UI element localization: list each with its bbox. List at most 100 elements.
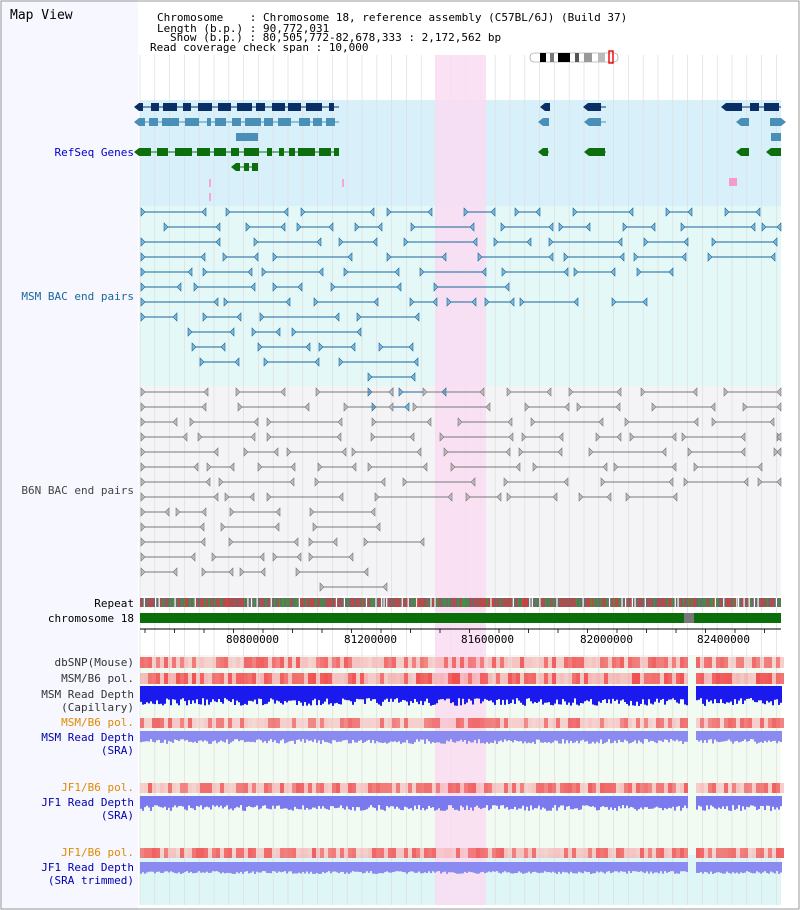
bac-end-pair[interactable] xyxy=(223,297,291,307)
ideogram-position-marker[interactable] xyxy=(608,50,614,64)
bac-end-pair[interactable] xyxy=(742,402,782,412)
bac-end-pair[interactable] xyxy=(206,462,235,472)
bac-end-pair[interactable] xyxy=(681,432,746,442)
bac-end-pair[interactable] xyxy=(140,462,199,472)
gene-feature[interactable] xyxy=(736,118,749,126)
bac-end-pair[interactable] xyxy=(272,282,303,292)
gene-feature[interactable] xyxy=(584,118,606,126)
gene-feature[interactable] xyxy=(538,148,549,156)
bac-end-pair[interactable] xyxy=(257,462,296,472)
bac-end-pair[interactable] xyxy=(224,492,255,502)
bac-end-pair[interactable] xyxy=(189,417,259,427)
bac-end-pair[interactable] xyxy=(568,387,622,397)
bac-end-pair[interactable] xyxy=(624,417,699,427)
jf1-read-depth-trim-label[interactable]: JF1 Read Depth (SRA trimmed) xyxy=(41,861,134,887)
bac-end-pair[interactable] xyxy=(402,477,476,487)
chromosome-label[interactable]: chromosome 18 xyxy=(48,612,134,625)
bac-end-pair[interactable] xyxy=(266,492,344,502)
bac-end-pair[interactable] xyxy=(446,297,477,307)
refseq-genes-track[interactable] xyxy=(134,103,786,201)
bac-end-pair[interactable] xyxy=(300,207,375,217)
bac-end-pair[interactable] xyxy=(439,432,514,442)
bac-end-pair[interactable] xyxy=(484,297,515,307)
bac-end-pair[interactable] xyxy=(253,237,322,247)
jf1-b6-pol-label-2[interactable]: JF1/B6 pol. xyxy=(61,846,134,859)
bac-end-pair[interactable] xyxy=(463,207,496,217)
bac-end-pair[interactable] xyxy=(386,207,433,217)
heat-tracks[interactable] xyxy=(140,657,784,858)
b6n-bac-label[interactable]: B6N BAC end pairs xyxy=(21,484,134,497)
bac-end-pair[interactable] xyxy=(371,417,432,427)
bac-end-pair[interactable] xyxy=(175,507,207,517)
msm-b6-pol-label-1[interactable]: MSM/B6 pol. xyxy=(61,672,134,685)
bac-end-pair[interactable] xyxy=(259,312,340,322)
bac-end-pair[interactable] xyxy=(450,462,521,472)
bac-end-pair[interactable] xyxy=(351,447,422,457)
bac-end-pair[interactable] xyxy=(343,267,400,277)
bac-end-pair[interactable] xyxy=(309,507,376,517)
bac-end-pair[interactable] xyxy=(243,447,279,457)
bac-end-pair[interactable] xyxy=(757,477,782,487)
bac-end-pair[interactable] xyxy=(503,477,569,487)
bac-end-pair[interactable] xyxy=(199,357,240,367)
bac-end-pair[interactable] xyxy=(291,327,362,337)
bac-end-pair[interactable] xyxy=(532,462,608,472)
gene-feature[interactable] xyxy=(736,148,749,156)
gene-feature[interactable] xyxy=(766,148,781,156)
bac-end-pair[interactable] xyxy=(140,267,193,277)
bac-end-pair[interactable] xyxy=(572,207,634,217)
bac-end-pair[interactable] xyxy=(558,222,591,232)
bac-end-pair[interactable] xyxy=(197,432,256,442)
bac-end-pair[interactable] xyxy=(613,462,677,472)
msm-read-depth-cap-label[interactable]: MSM Read Depth (Capillary) xyxy=(41,688,134,714)
bac-end-pair[interactable] xyxy=(588,447,667,457)
bac-end-pair[interactable] xyxy=(187,327,235,337)
bac-end-pair[interactable] xyxy=(403,237,478,247)
bac-end-pair[interactable] xyxy=(356,312,420,322)
bac-end-pair[interactable] xyxy=(211,552,265,562)
gene-feature[interactable] xyxy=(540,103,550,111)
bac-end-pair[interactable] xyxy=(140,507,170,517)
bac-end-pair[interactable] xyxy=(633,252,687,262)
bac-end-pair[interactable] xyxy=(687,447,746,457)
bac-end-pair[interactable] xyxy=(140,387,209,397)
gene-feature[interactable] xyxy=(721,103,781,111)
bac-end-pair[interactable] xyxy=(386,252,447,262)
bac-end-pair[interactable] xyxy=(140,492,219,502)
bac-end-pair[interactable] xyxy=(563,252,625,262)
bac-end-pair[interactable] xyxy=(140,402,207,412)
bac-end-pair[interactable] xyxy=(422,387,485,397)
bac-end-pair[interactable] xyxy=(229,507,281,517)
gene-feature[interactable] xyxy=(770,118,786,126)
bac-end-pair[interactable] xyxy=(272,252,353,262)
bac-end-pair[interactable] xyxy=(595,432,622,442)
depth-tracks[interactable] xyxy=(140,686,782,874)
bac-end-pair[interactable] xyxy=(724,207,761,217)
bac-end-pair[interactable] xyxy=(319,582,388,592)
bac-end-pair[interactable] xyxy=(266,417,343,427)
repeat-label[interactable]: Repeat xyxy=(94,597,134,610)
gene-feature[interactable] xyxy=(538,118,549,126)
bac-end-pair[interactable] xyxy=(665,207,693,217)
bac-end-pair[interactable] xyxy=(343,402,394,412)
bac-end-pair[interactable] xyxy=(140,252,206,262)
selection-highlight[interactable] xyxy=(435,55,486,905)
bac-end-pair[interactable] xyxy=(419,267,487,277)
bac-end-pair[interactable] xyxy=(257,342,311,352)
bac-end-pair[interactable] xyxy=(140,417,178,427)
bac-end-pair[interactable] xyxy=(202,267,253,277)
dbsnp-label[interactable]: dbSNP(Mouse) xyxy=(55,656,134,669)
bac-end-pair[interactable] xyxy=(600,477,674,487)
bac-end-pair[interactable] xyxy=(318,342,356,352)
jf1-read-depth-sra-label[interactable]: JF1 Read Depth (SRA) xyxy=(41,796,134,822)
bac-end-pair[interactable] xyxy=(193,282,256,292)
bac-end-pair[interactable] xyxy=(312,522,381,532)
chromosome-bar[interactable] xyxy=(140,613,781,623)
bac-end-pair[interactable] xyxy=(776,432,782,442)
bac-end-pair[interactable] xyxy=(723,387,782,397)
bac-end-pair[interactable] xyxy=(296,222,334,232)
bac-end-pair[interactable] xyxy=(245,222,286,232)
bac-end-pair[interactable] xyxy=(286,447,347,457)
bac-end-pair[interactable] xyxy=(412,402,491,412)
